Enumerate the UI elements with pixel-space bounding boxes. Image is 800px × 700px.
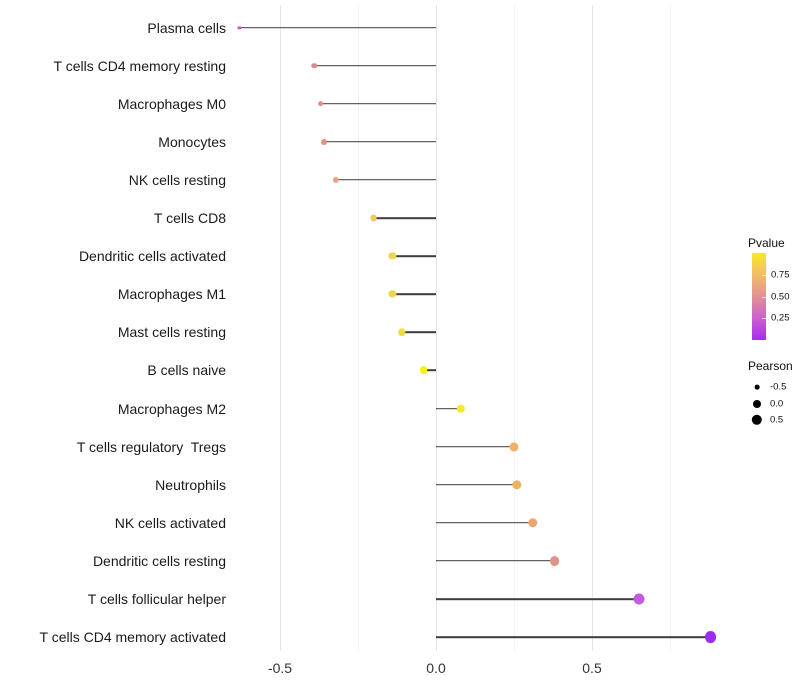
lollipop-segment	[392, 255, 436, 257]
lollipop-segment	[239, 26, 436, 29]
pearson-size-dot	[753, 399, 761, 408]
row-label: T cells CD4 memory activated	[39, 629, 226, 646]
pearson-size-label: 0.0	[770, 398, 784, 409]
lollipop-dot	[320, 138, 327, 145]
row-label: Macrophages M1	[117, 286, 226, 303]
row-label: Dendritic cells activated	[78, 248, 226, 265]
lollipop-segment	[436, 560, 555, 562]
lollipop-dot	[388, 252, 396, 260]
row-label: Monocytes	[158, 133, 226, 150]
lollipop-segment	[401, 331, 436, 334]
lollipop-segment	[436, 407, 461, 410]
colorbar-tick	[762, 274, 766, 276]
lollipop-segment	[436, 445, 514, 448]
lollipop-segment	[436, 483, 518, 486]
colorbar-tick-label: 0.25	[771, 312, 790, 324]
lollipop-segment	[314, 64, 436, 67]
major-gridline	[279, 5, 281, 651]
lollipop-dot	[388, 290, 396, 298]
lollipop-segment	[436, 522, 533, 524]
colorbar-tick	[762, 318, 766, 320]
lollipop-segment	[436, 636, 711, 638]
lollipop-segment	[392, 293, 436, 295]
lollipop-dot	[419, 366, 428, 375]
minor-gridline	[669, 5, 671, 651]
lollipop-segment	[320, 102, 436, 105]
row-label: Mast cells resting	[117, 324, 226, 341]
lollipop-dot	[456, 404, 466, 413]
lollipop-segment	[423, 369, 436, 372]
lollipop-dot	[397, 328, 406, 336]
row-label: NK cells activated	[114, 514, 226, 531]
lollipop-dot	[370, 214, 378, 222]
lollipop-dot	[237, 25, 242, 30]
row-label: Dendritic cells resting	[92, 552, 226, 569]
lollipop-segment	[323, 141, 436, 143]
pearson-legend-title: Pearson	[748, 359, 793, 373]
pearson-size-dot	[751, 414, 763, 426]
major-gridline	[591, 5, 593, 651]
pearson-size-label: -0.5	[770, 381, 787, 393]
lollipop-dot	[704, 631, 717, 644]
row-label: T cells regulatory Tregs	[76, 438, 226, 455]
row-label: Macrophages M0	[117, 95, 226, 112]
lollipop-segment	[436, 598, 639, 600]
lollipop-dot	[311, 62, 318, 69]
row-label: Macrophages M2	[117, 400, 226, 417]
minor-gridline	[357, 5, 359, 651]
lollipop-dot	[633, 593, 645, 605]
lollipop-dot	[549, 555, 560, 566]
row-label: NK cells resting	[128, 171, 226, 188]
lollipop-dot	[527, 518, 538, 528]
pearson-size-label: 0.5	[770, 414, 784, 426]
row-label: T cells CD8	[153, 210, 226, 226]
pearson-size-dot	[754, 384, 760, 390]
row-label: Neutrophils	[155, 476, 226, 493]
colorbar-tick-label: 0.75	[771, 269, 790, 281]
lollipop-dot	[512, 480, 522, 490]
x-axis-tick-label: 0.5	[582, 660, 602, 676]
lollipop-dot	[509, 442, 519, 452]
row-label: Plasma cells	[147, 19, 226, 36]
minor-gridline	[513, 5, 515, 651]
major-gridline	[435, 5, 437, 651]
colorbar-tick	[762, 296, 766, 298]
x-axis-tick-label: -0.5	[267, 660, 293, 676]
lollipop-dot	[333, 176, 340, 183]
pvalue-colorbar	[752, 253, 766, 340]
lollipop-segment	[373, 217, 436, 219]
lollipop-dot	[317, 100, 324, 107]
row-label: T cells follicular helper	[87, 591, 226, 607]
lollipop-segment	[336, 179, 436, 181]
row-label: T cells CD4 memory resting	[53, 57, 226, 74]
x-axis-tick-label: 0.0	[426, 660, 446, 676]
colorbar-tick-label: 0.50	[771, 291, 790, 302]
pvalue-legend-title: Pvalue	[748, 236, 785, 250]
row-label: B cells naive	[147, 362, 226, 379]
